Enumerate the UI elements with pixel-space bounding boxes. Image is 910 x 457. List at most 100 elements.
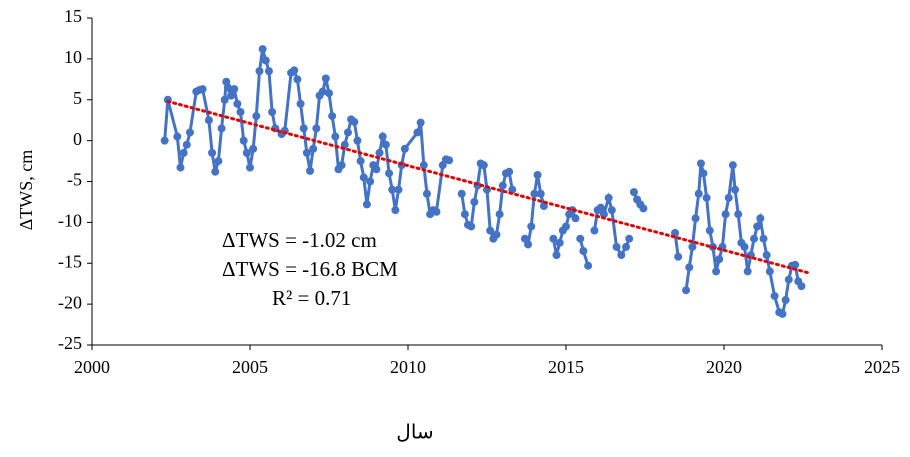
data-point <box>296 99 305 108</box>
data-point <box>791 260 800 269</box>
data-point <box>306 166 315 175</box>
data-point <box>293 75 302 84</box>
data-point <box>381 140 390 149</box>
x-tick-label: 2000 <box>74 357 110 377</box>
data-point <box>712 267 721 276</box>
data-point <box>740 242 749 251</box>
data-point <box>394 185 403 194</box>
data-point <box>671 229 680 238</box>
data-point <box>268 108 277 117</box>
data-point <box>527 222 536 231</box>
data-point <box>290 66 299 75</box>
data-point <box>579 246 588 255</box>
data-point <box>625 234 634 243</box>
data-point <box>731 185 740 194</box>
data-point <box>179 148 188 157</box>
data-point <box>750 234 759 243</box>
data-point <box>211 167 220 176</box>
data-point <box>688 242 697 251</box>
data-point <box>445 156 454 165</box>
data-point <box>299 124 308 133</box>
data-point <box>312 124 321 133</box>
x-tick-label: 2020 <box>706 357 742 377</box>
data-point <box>388 185 397 194</box>
data-point <box>422 189 431 198</box>
data-point <box>596 203 605 212</box>
y-tick-label: -5 <box>67 170 82 190</box>
y-tick-label: -15 <box>58 251 82 271</box>
data-point <box>182 140 191 149</box>
data-point <box>498 181 507 190</box>
y-tick-label: 0 <box>73 129 82 149</box>
data-point <box>460 210 469 219</box>
data-point <box>413 128 422 137</box>
data-point <box>770 291 779 300</box>
trend-line <box>166 99 811 275</box>
x-tick-label: 2025 <box>864 357 900 377</box>
data-point <box>252 112 261 121</box>
data-point <box>705 226 714 235</box>
data-point <box>682 286 691 295</box>
data-point <box>385 169 394 178</box>
data-point <box>552 251 561 260</box>
x-tick-label: 2010 <box>390 357 426 377</box>
annotation: R² = 0.71 <box>272 286 351 310</box>
data-point <box>467 222 476 231</box>
data-point <box>495 210 504 219</box>
data-point <box>576 234 585 243</box>
data-point <box>353 136 362 145</box>
data-point <box>584 261 593 270</box>
data-point <box>343 128 352 137</box>
data-point <box>432 207 441 216</box>
data-point <box>797 282 806 291</box>
data-point <box>264 67 273 76</box>
data-point <box>629 188 638 197</box>
data-point <box>533 170 542 179</box>
data-point <box>230 85 239 94</box>
data-point <box>391 206 400 215</box>
y-tick-label: -25 <box>58 333 82 353</box>
data-point <box>359 173 368 182</box>
data-point <box>781 296 790 305</box>
data-point <box>674 252 683 261</box>
x-axis-title: سال <box>396 420 433 444</box>
data-point <box>607 206 616 215</box>
data-point <box>617 251 626 260</box>
data-point <box>185 128 194 137</box>
data-point <box>778 309 787 318</box>
data-point <box>400 144 409 153</box>
data-point <box>204 116 213 125</box>
data-point <box>734 210 743 219</box>
data-point <box>220 95 229 104</box>
data-point <box>416 118 425 127</box>
data-point <box>173 132 182 141</box>
data-point <box>696 159 705 168</box>
data-point <box>419 161 428 170</box>
y-axis-title: ΔTWS, cm <box>16 150 36 231</box>
annotation: ΔTWS = -1.02 cm <box>222 228 377 252</box>
data-point <box>318 87 327 96</box>
data-point <box>258 45 267 54</box>
data-point <box>756 214 765 223</box>
data-point <box>208 148 217 157</box>
data-point <box>479 161 488 170</box>
data-point <box>217 124 226 133</box>
data-point <box>715 255 724 264</box>
data-point <box>366 177 375 186</box>
data-point <box>249 144 258 153</box>
data-point <box>233 99 242 108</box>
data-point <box>331 132 340 141</box>
data-point <box>255 67 264 76</box>
y-tick-label: 15 <box>64 6 82 26</box>
data-point <box>743 267 752 276</box>
data-point <box>753 222 762 231</box>
data-point <box>223 83 232 92</box>
data-point <box>762 251 771 260</box>
data-point <box>622 242 631 251</box>
data-point <box>176 163 185 172</box>
data-point <box>702 193 711 202</box>
data-point <box>246 163 254 172</box>
data-point <box>242 148 251 157</box>
data-point <box>728 161 737 170</box>
